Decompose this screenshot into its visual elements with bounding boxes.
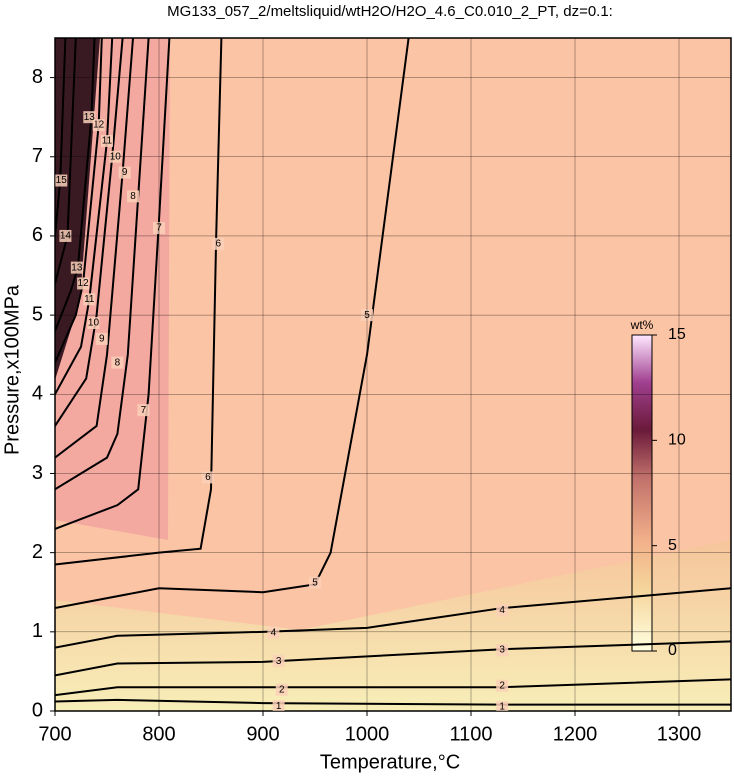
- contour-label-box: [101, 134, 113, 147]
- contour-label: 1: [276, 701, 282, 712]
- contour-label-box: [272, 655, 285, 668]
- contour-label: 12: [78, 278, 90, 289]
- contour-label: 8: [115, 357, 121, 368]
- contour-label: 9: [99, 334, 105, 345]
- colorbar-tick-label: 10: [668, 432, 686, 449]
- contour-label-box: [496, 644, 509, 657]
- contour-line: [55, 38, 134, 459]
- y-tick-label: 6: [32, 224, 43, 246]
- contour-label: 1: [499, 702, 505, 713]
- y-tick-label: 7: [32, 145, 43, 167]
- dark-region: [55, 38, 100, 380]
- contour-label-box: [496, 679, 509, 692]
- contour-label-box: [496, 604, 509, 617]
- contour-label: 2: [499, 680, 505, 691]
- contour-label-box: [77, 277, 90, 290]
- yellow-region: [55, 540, 731, 711]
- contour-line: [55, 38, 171, 530]
- contour-label: 7: [141, 405, 147, 416]
- colorbar-tick-label: 0: [668, 642, 677, 659]
- contour-label: 4: [271, 627, 277, 638]
- x-axis-label: Temperature,°C: [320, 751, 460, 773]
- contour-label: 8: [130, 191, 136, 202]
- contour-label: 3: [499, 645, 505, 656]
- contour-label: 4: [499, 605, 505, 616]
- x-tick-label: 1000: [345, 723, 390, 745]
- colorbar-label: wt%: [630, 318, 654, 332]
- contour-label-box: [83, 111, 96, 124]
- contour-label: 11: [84, 294, 95, 305]
- y-tick-label: 4: [32, 383, 43, 405]
- contour-label: 6: [215, 238, 221, 249]
- contour-label-box: [496, 701, 509, 711]
- contour-label-box: [127, 190, 139, 203]
- contour-label-box: [137, 404, 150, 417]
- x-tick-label: 800: [142, 723, 175, 745]
- y-tick-label: 2: [32, 541, 43, 563]
- x-tick-label: 700: [38, 723, 71, 745]
- chart-title: MG133_057_2/meltsliquid/wtH2O/H2O_4.6_C0…: [167, 3, 613, 20]
- contour-label-box: [83, 293, 96, 306]
- contour-label-box: [272, 700, 285, 711]
- contour-line: [55, 38, 77, 284]
- x-tick-label: 1100: [449, 723, 492, 745]
- x-tick-label: 900: [246, 723, 279, 745]
- contour-label-box: [267, 626, 280, 639]
- contour-label: 3: [276, 656, 282, 667]
- contour-label-box: [118, 166, 131, 179]
- contour-label: 9: [122, 167, 128, 178]
- contour-label: 13: [71, 262, 83, 273]
- contour-label-box: [212, 237, 225, 250]
- contour-line: [55, 587, 731, 649]
- x-tick-label: 1200: [553, 723, 598, 745]
- y-tick-label: 3: [32, 462, 43, 484]
- contour-label-box: [275, 683, 288, 696]
- contour-label: 5: [312, 577, 318, 588]
- y-tick-label: 5: [32, 303, 43, 325]
- contour-label-box: [95, 332, 108, 345]
- y-tick-label: 1: [32, 620, 43, 642]
- contour-label-box: [309, 576, 321, 589]
- contour-label-box: [201, 471, 214, 484]
- contour-line: [55, 38, 223, 566]
- contour-label-box: [55, 174, 68, 187]
- contour-label: 12: [93, 120, 105, 131]
- contour-label: 15: [56, 175, 68, 186]
- contour-label: 13: [84, 112, 96, 123]
- contour-label: 2: [279, 684, 285, 695]
- y-tick-label: 0: [32, 699, 43, 721]
- contour-label: 11: [102, 136, 113, 147]
- contour-label-box: [92, 119, 105, 132]
- colorbar-tick-label: 15: [668, 326, 686, 343]
- contour-label-box: [87, 317, 100, 330]
- x-tick-label: 1300: [657, 723, 702, 745]
- y-axis-label: Pressure,x100MPa: [1, 284, 23, 455]
- colorbar-tick-label: 5: [668, 537, 677, 554]
- y-tick-label: 8: [32, 66, 43, 88]
- contour-label: 10: [88, 318, 100, 329]
- contour-label-box: [70, 261, 83, 274]
- field: [55, 38, 731, 711]
- colorbar: [631, 334, 653, 652]
- contour-label: 6: [205, 472, 211, 483]
- contour-label-box: [111, 356, 124, 369]
